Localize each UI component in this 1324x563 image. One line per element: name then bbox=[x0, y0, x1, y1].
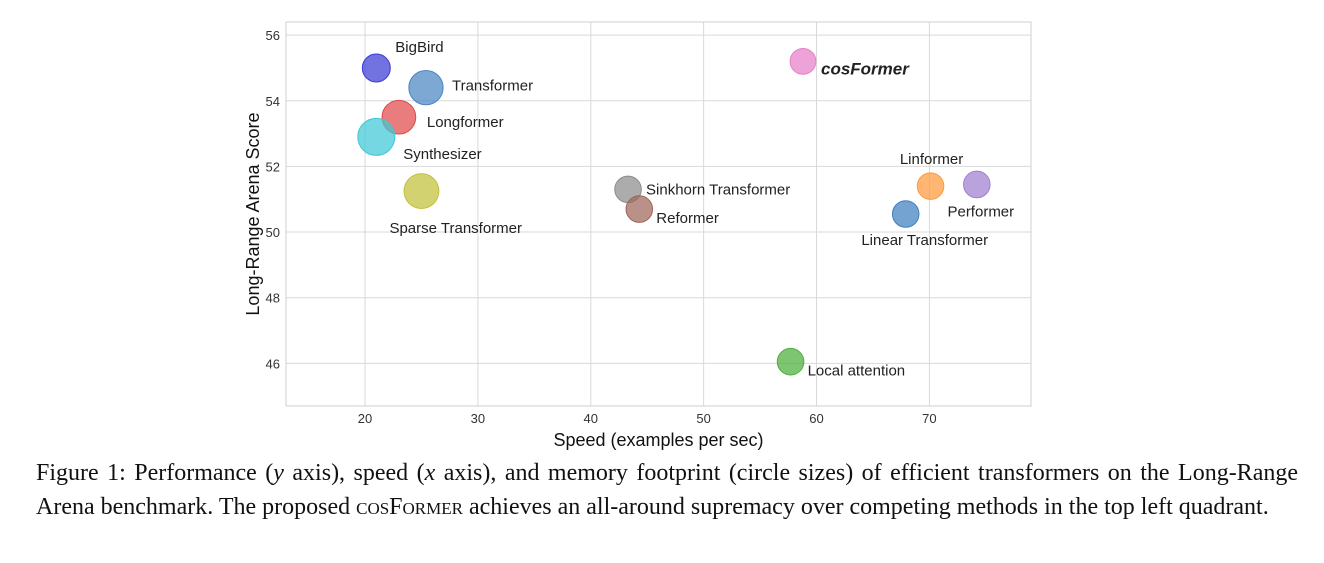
caption-suffix: achieves an all-around supremacy over co… bbox=[462, 494, 1269, 520]
point-label: BigBird bbox=[395, 39, 443, 56]
x-axis-title: Speed (examples per sec) bbox=[553, 430, 763, 450]
y-tick-label: 56 bbox=[266, 28, 280, 43]
x-tick-label: 50 bbox=[696, 411, 710, 426]
y-tick-label: 48 bbox=[266, 291, 280, 306]
point-label: Sparse Transformer bbox=[389, 220, 522, 237]
point-label: Linear Transformer bbox=[861, 232, 988, 249]
point-labels: BigBird Transformer Longformer Synthesizer S… bbox=[389, 39, 1014, 380]
data-point bbox=[408, 69, 444, 106]
point-label: Local attention bbox=[808, 363, 906, 380]
data-point bbox=[361, 53, 391, 83]
caption-prefix: Figure 1: Performance ( bbox=[36, 460, 274, 486]
caption-y-var: y bbox=[273, 460, 284, 486]
point-label: Reformer bbox=[656, 210, 719, 227]
y-tick-label: 54 bbox=[266, 94, 280, 109]
data-point bbox=[891, 200, 920, 228]
caption-mid2: axis), and memory footprint (circle size… bbox=[36, 460, 1298, 520]
x-tick-label: 60 bbox=[809, 411, 823, 426]
data-point bbox=[776, 347, 805, 376]
caption-x-var: x bbox=[424, 460, 436, 486]
y-tick-label: 52 bbox=[266, 159, 280, 174]
point-label: Synthesizer bbox=[403, 146, 481, 163]
point-label: Longformer bbox=[427, 114, 504, 131]
figure-caption: Figure 1: Performance (y axis), speed (x… bbox=[36, 456, 1298, 524]
data-point bbox=[357, 117, 396, 156]
x-tick-label: 70 bbox=[922, 411, 936, 426]
scatter-chart: 20 30 40 50 60 70 46 48 50 52 54 56 BigBird Transfor… bbox=[243, 21, 1032, 450]
x-tick-label: 40 bbox=[584, 411, 598, 426]
point-label: Linformer bbox=[900, 151, 963, 168]
y-tick-label: 46 bbox=[266, 356, 280, 371]
y-axis-title: Long-Range Arena Score bbox=[243, 112, 263, 315]
data-point bbox=[963, 170, 991, 199]
grid bbox=[286, 22, 1031, 406]
point-label: Performer bbox=[947, 203, 1014, 220]
data-point bbox=[625, 195, 654, 223]
y-tick-label: 50 bbox=[266, 225, 280, 240]
x-tick-label: 30 bbox=[471, 411, 485, 426]
caption-mid1: axis), speed ( bbox=[283, 460, 425, 486]
data-point bbox=[403, 173, 440, 209]
data-point bbox=[916, 172, 945, 200]
point-label: cosFormer bbox=[821, 59, 910, 78]
data-point bbox=[789, 47, 817, 75]
plot-frame bbox=[285, 21, 1032, 407]
caption-model-name: cosFormer bbox=[356, 494, 463, 520]
point-label: Sinkhorn Transformer bbox=[646, 181, 790, 198]
point-label: Transformer bbox=[452, 78, 533, 95]
data-points bbox=[357, 47, 991, 376]
x-tick-label: 20 bbox=[358, 411, 372, 426]
tick-labels: 20 30 40 50 60 70 46 48 50 52 54 56 bbox=[266, 28, 937, 426]
